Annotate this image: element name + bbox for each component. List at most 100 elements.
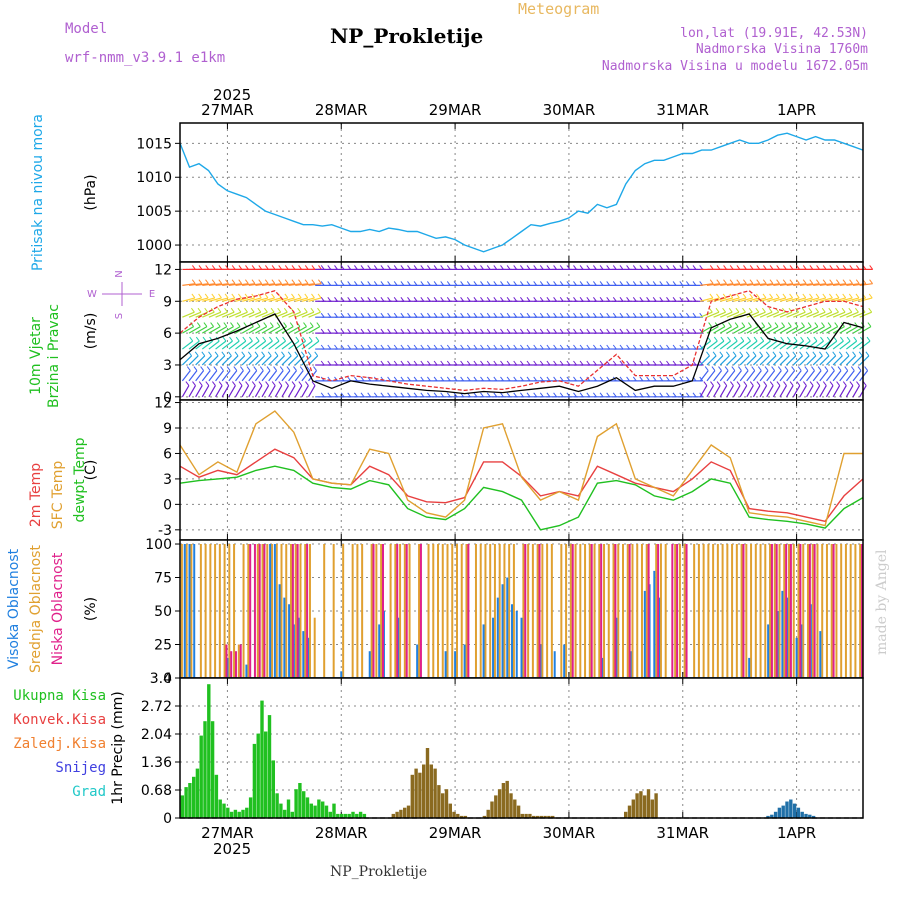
wind-barb-flag [327,360,332,366]
wind-barb [294,326,307,334]
wind-barb [281,370,291,382]
wind-barb-flag [593,281,597,286]
wind-barb-flag [748,307,753,313]
wind-barb-flag [779,351,783,357]
wind-barb [845,370,855,382]
wind-barb [733,355,744,366]
wind-barb [215,370,224,382]
wind-barb-flag [756,265,761,270]
wind-barb-flag [808,307,813,313]
wind-barb-flag [546,312,551,318]
wind-barb [254,370,264,382]
wind-barb-flag [327,296,332,302]
wind-barb-flag [801,307,806,313]
wind-barb-flag [789,265,794,270]
wind-barb [779,283,793,286]
wind-barb-flag [692,281,697,286]
wind-barb-flag [304,279,309,285]
wind-barb-flag [367,281,372,286]
wind-barb-flag [716,265,721,270]
wind-barb-flag [400,296,405,302]
wind-barb-flag [539,281,544,286]
wind-barb-flag [533,360,538,366]
wind-barb-flag [679,281,684,286]
wind-barb-flag [692,296,697,302]
wind-barb [746,283,760,286]
wind-barb-flag [816,381,821,386]
precip-bar [210,721,215,818]
wind-barb-flag [360,312,365,318]
wind-barb-flag [327,312,332,318]
wind-barb [786,326,799,334]
wind-barb-flag [258,265,263,270]
wind-barb [221,385,230,398]
y-tick-label: 1010 [136,170,172,186]
wind-barb-flag [205,381,210,386]
wind-barb-flag [238,381,243,386]
wind-barb-flag [393,328,398,334]
wind-barb-flag [566,265,571,270]
wind-barb [720,283,734,286]
wind-barb-flag [764,366,769,371]
wind-barb-flag [679,344,684,350]
wind-barb [706,297,720,302]
panel-background [180,678,863,818]
wind-barb-flag [738,366,742,371]
wind-barb-flag [400,392,405,398]
wind-barb-flag [786,336,791,342]
wind-barb-flag [780,336,785,342]
precip-bar [248,797,253,818]
wind-barb-flag [679,360,684,366]
wind-barb-flag [334,296,338,302]
wind-barb-flag [692,328,697,334]
wind-barb [846,297,860,302]
wind-barb-flag [520,344,524,350]
precip-bar [256,733,260,818]
wind-barb-flag [864,366,868,371]
wind-barb-flag [466,360,471,366]
wind-barb-flag [573,376,577,382]
precip-bar [785,801,789,818]
wind-barb-flag [866,336,871,342]
units-label: (C) [83,460,99,481]
wind-barb-flag [559,312,564,318]
wind-barb [235,355,246,366]
wind-barb-flag [632,296,637,302]
wind-barb-flag [320,312,325,318]
precip-bar [294,789,298,818]
wind-barb [739,340,751,350]
wind-barb-flag [284,265,289,270]
wind-barb [766,283,780,286]
wind-barb [228,311,242,318]
wind-barb-flag [546,360,551,366]
wind-barb-flag [749,265,754,270]
wind-barb-flag [626,281,630,286]
wind-barb-flag [579,344,584,350]
wind-barb-flag [473,360,478,366]
y-tick-label: 0 [163,497,172,513]
wind-barb-flag [771,366,775,371]
wind-barb-flag [763,265,767,270]
wind-barb-flag [816,279,820,285]
wind-barb [832,311,846,318]
wind-barb-flag [736,265,741,270]
wind-barb-flag [433,281,438,286]
series-line-pressure [179,132,864,253]
wind-barb-flag [420,296,425,302]
wind-barb [700,311,713,318]
wind-barb-flag [619,281,624,286]
wind-barb-flag [320,281,325,286]
wind-barb [706,385,715,398]
wind-barb [806,370,815,382]
wind-barb-flag [407,312,411,318]
wind-barb [248,355,259,366]
wind-barb-flag [711,366,716,371]
wind-barb-flag [473,281,478,286]
wind-barb-flag [755,307,760,313]
y-tick-label: 75 [154,571,172,587]
wind-barb-flag [195,336,200,342]
precip-bar [505,780,509,818]
wind-barb-flag [824,366,829,371]
wind-barb-flag [769,265,774,270]
wind-barb-flag [353,265,358,270]
